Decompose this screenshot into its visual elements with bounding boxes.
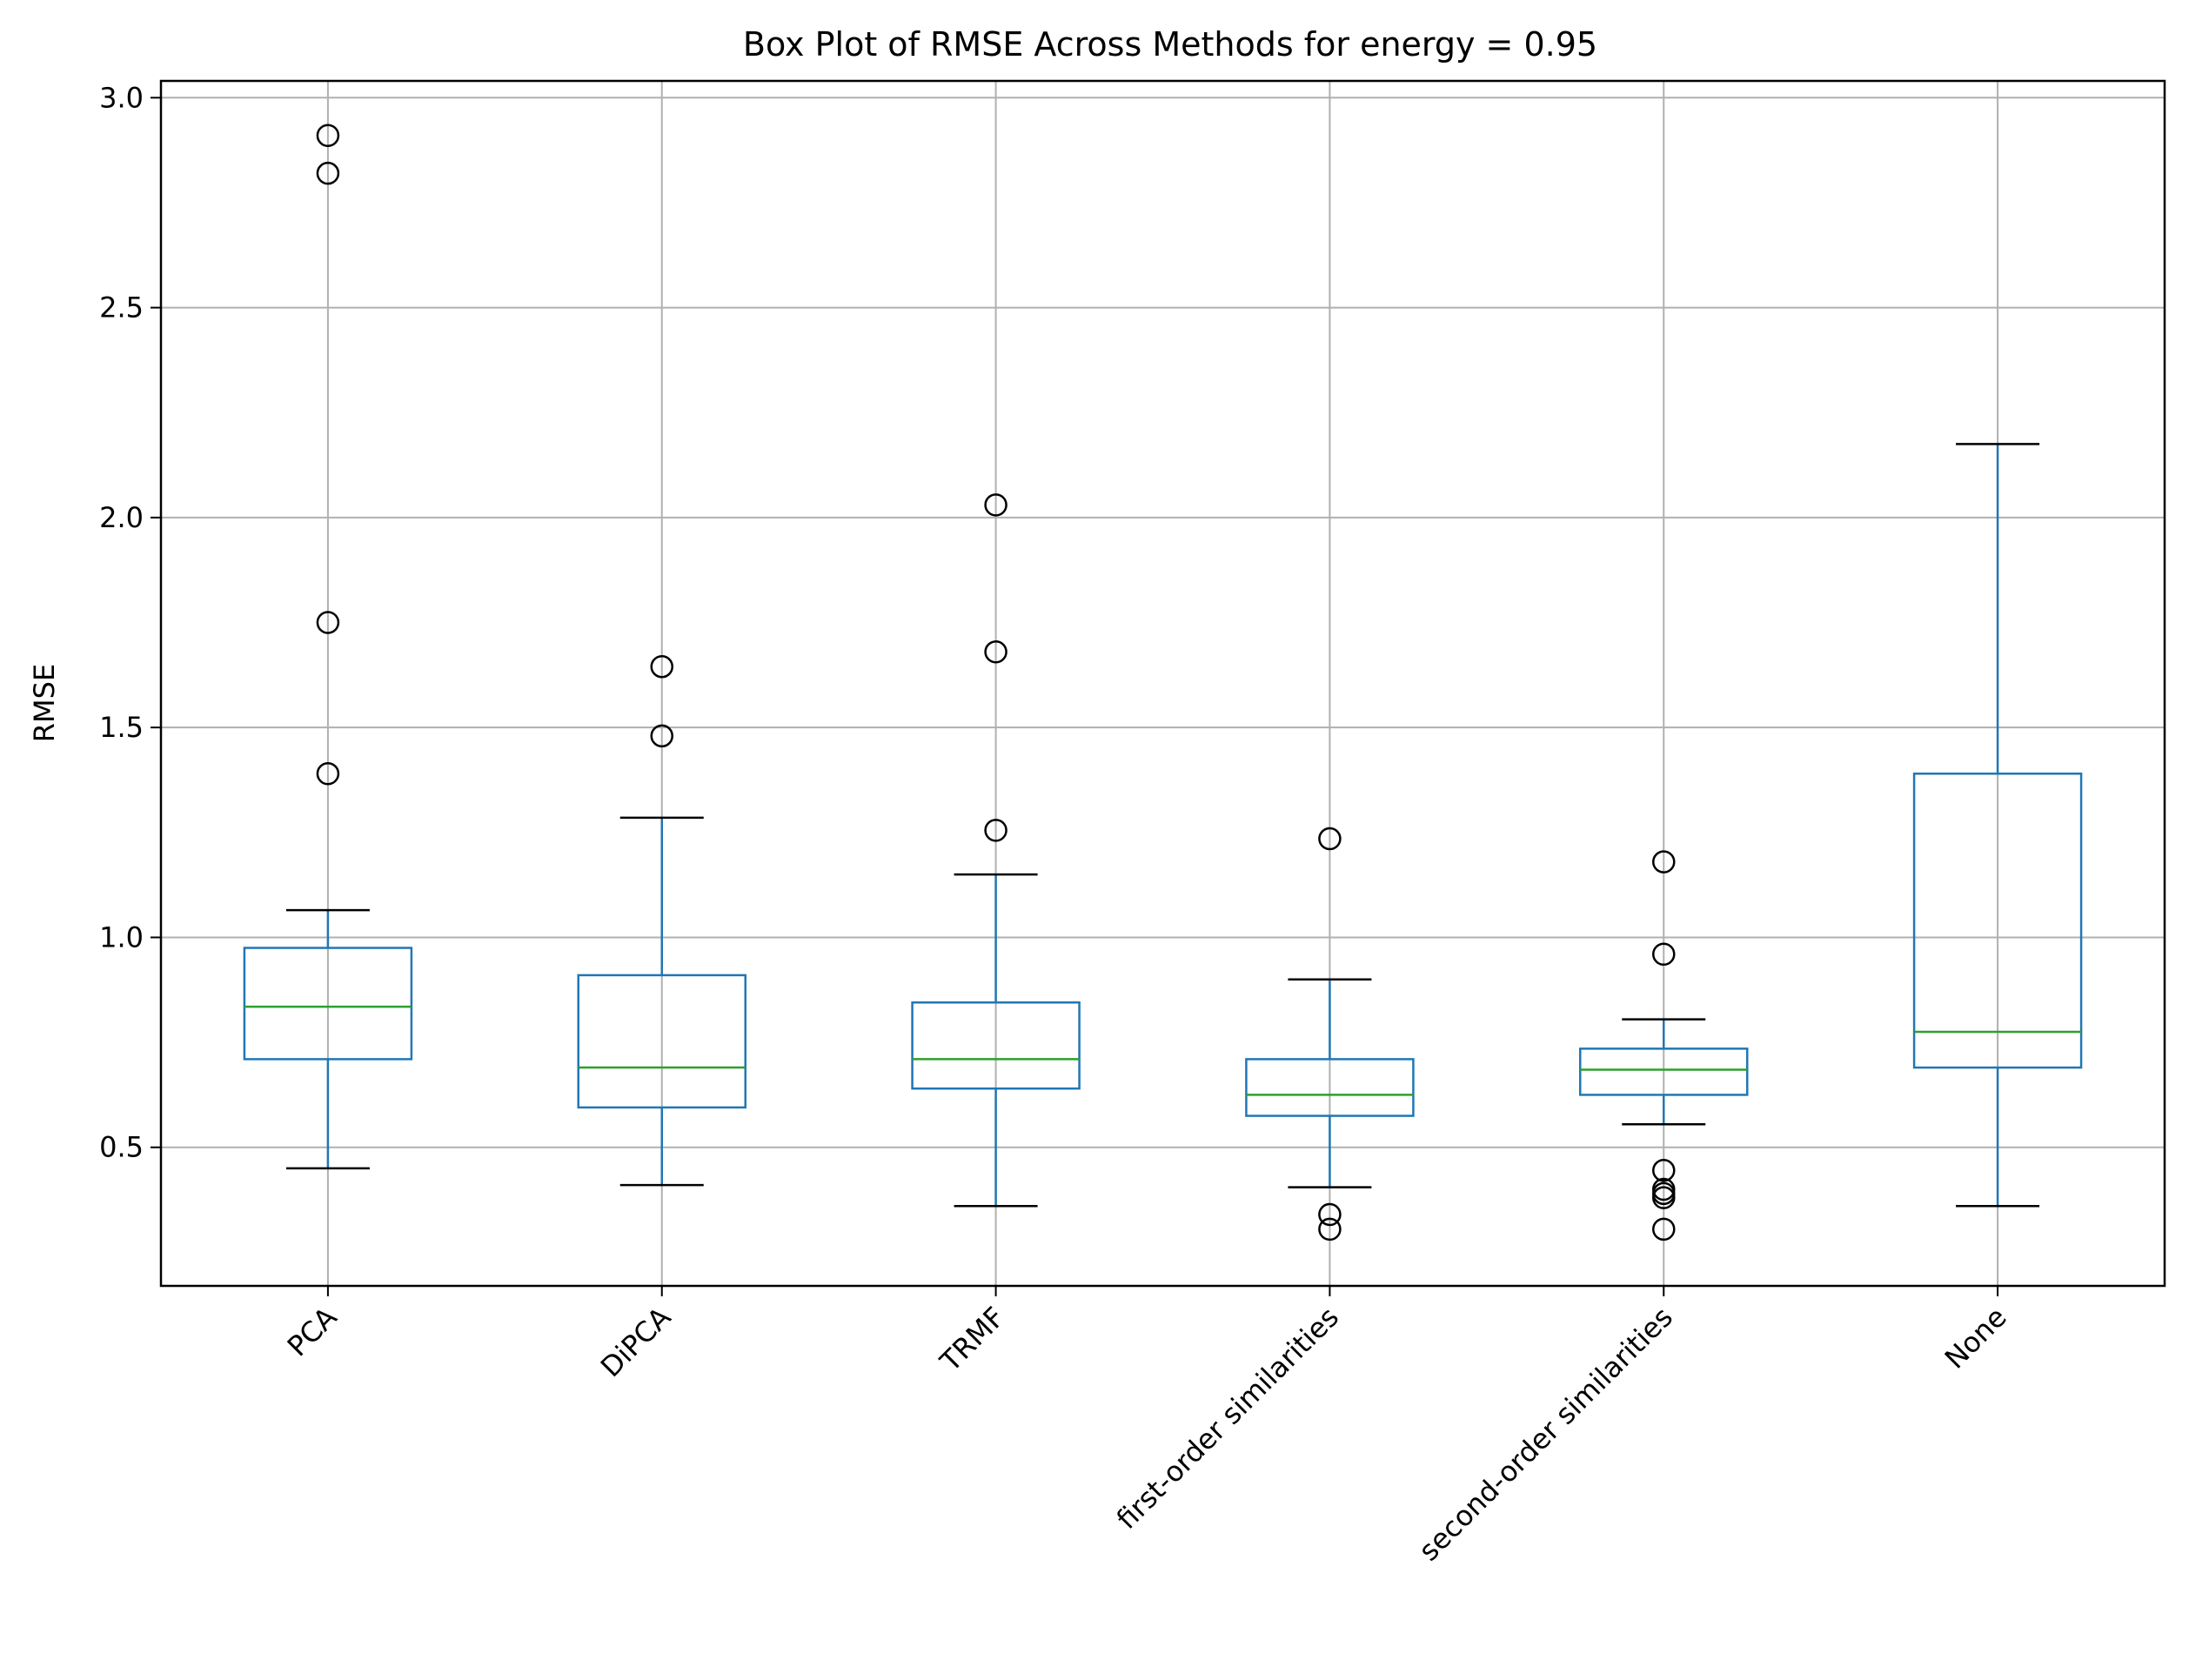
outlier-point (1318, 1202, 1342, 1227)
y-tick-label: 0.5 (99, 1131, 144, 1164)
outlier-point (984, 493, 1007, 517)
box-group (911, 493, 1081, 1208)
iqr-box (911, 1001, 1081, 1090)
y-axis-label: RMSE (28, 664, 61, 742)
box-group (243, 124, 413, 1170)
iqr-box (1245, 1058, 1415, 1117)
outlier-point (1318, 1217, 1342, 1242)
box-group (1579, 850, 1749, 1242)
outlier-point (1652, 1159, 1676, 1182)
y-tick-label: 2.0 (99, 501, 144, 534)
outlier-point (984, 819, 1007, 842)
y-tick-label: 2.5 (99, 291, 144, 325)
outlier-point (316, 161, 340, 185)
outlier-point (1318, 827, 1342, 851)
box-group (1912, 443, 2083, 1208)
outlier-point (650, 724, 673, 748)
box-group (1245, 827, 1415, 1242)
y-tick-label: 1.0 (99, 920, 144, 954)
y-tick-label: 3.0 (99, 81, 144, 114)
outlier-point (984, 640, 1007, 664)
box-group (577, 654, 746, 1187)
outlier-point (650, 654, 673, 679)
outlier-point (316, 611, 340, 634)
iqr-box (1912, 773, 2083, 1069)
outlier-point (1652, 1217, 1676, 1242)
outlier-point (1652, 850, 1676, 873)
y-tick-label: 1.5 (99, 711, 144, 744)
outlier-point (316, 762, 340, 786)
outlier-point (316, 124, 340, 147)
box-layer (243, 124, 2083, 1242)
iqr-box (243, 947, 413, 1061)
plot-frame (159, 79, 2166, 1288)
outlier-point (1652, 942, 1676, 967)
iqr-box (1579, 1047, 1749, 1096)
chart-title: Box Plot of RMSE Across Methods for ener… (743, 25, 1597, 64)
outlier-point (1652, 1177, 1676, 1201)
iqr-box (577, 974, 746, 1109)
grid-layer (161, 81, 2165, 1286)
